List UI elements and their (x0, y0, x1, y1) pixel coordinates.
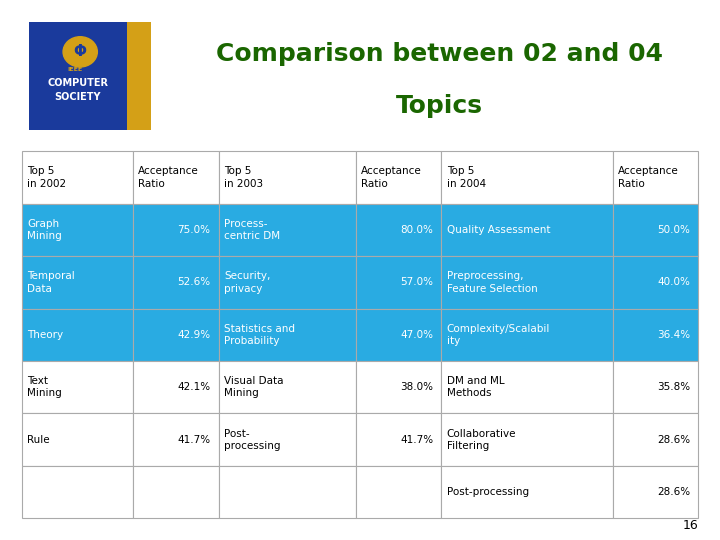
Text: 50.0%: 50.0% (657, 225, 690, 235)
FancyBboxPatch shape (22, 151, 133, 204)
FancyBboxPatch shape (22, 308, 133, 361)
Text: 47.0%: 47.0% (400, 330, 433, 340)
Text: Rule: Rule (27, 435, 50, 445)
Text: Theory: Theory (27, 330, 63, 340)
FancyBboxPatch shape (22, 414, 133, 466)
Text: 16: 16 (683, 519, 698, 532)
Ellipse shape (63, 37, 97, 67)
Text: Statistics and
Probability: Statistics and Probability (224, 323, 295, 346)
Text: IEEE: IEEE (68, 66, 83, 72)
Text: Security,
privacy: Security, privacy (224, 271, 271, 294)
FancyBboxPatch shape (22, 361, 133, 414)
Text: 57.0%: 57.0% (400, 278, 433, 287)
Text: 41.7%: 41.7% (177, 435, 210, 445)
FancyBboxPatch shape (219, 466, 356, 518)
Text: Comparison between 02 and 04: Comparison between 02 and 04 (216, 42, 662, 66)
Text: 42.9%: 42.9% (177, 330, 210, 340)
FancyBboxPatch shape (441, 361, 613, 414)
Text: 35.8%: 35.8% (657, 382, 690, 392)
Text: Quality Assessment: Quality Assessment (447, 225, 550, 235)
FancyBboxPatch shape (219, 256, 356, 308)
Text: DM and ML
Methods: DM and ML Methods (447, 376, 505, 399)
FancyBboxPatch shape (133, 204, 219, 256)
FancyBboxPatch shape (219, 204, 356, 256)
FancyBboxPatch shape (441, 308, 613, 361)
FancyBboxPatch shape (22, 204, 133, 256)
Text: 38.0%: 38.0% (400, 382, 433, 392)
FancyBboxPatch shape (613, 151, 698, 204)
FancyBboxPatch shape (133, 414, 219, 466)
FancyBboxPatch shape (441, 256, 613, 308)
FancyBboxPatch shape (219, 308, 356, 361)
FancyBboxPatch shape (441, 151, 613, 204)
FancyBboxPatch shape (133, 151, 219, 204)
FancyBboxPatch shape (613, 414, 698, 466)
FancyBboxPatch shape (441, 204, 613, 256)
Text: Graph
Mining: Graph Mining (27, 219, 62, 241)
Text: 75.0%: 75.0% (178, 225, 210, 235)
Text: Post-processing: Post-processing (447, 487, 529, 497)
FancyBboxPatch shape (441, 414, 613, 466)
FancyBboxPatch shape (133, 466, 219, 518)
FancyBboxPatch shape (219, 361, 356, 414)
Text: 80.0%: 80.0% (400, 225, 433, 235)
FancyBboxPatch shape (356, 204, 441, 256)
FancyBboxPatch shape (356, 466, 441, 518)
Text: Acceptance
Ratio: Acceptance Ratio (618, 166, 679, 188)
FancyBboxPatch shape (29, 22, 151, 130)
Text: COMPUTER: COMPUTER (48, 78, 108, 88)
Text: 36.4%: 36.4% (657, 330, 690, 340)
FancyBboxPatch shape (219, 151, 356, 204)
FancyBboxPatch shape (441, 466, 613, 518)
Text: Process-
centric DM: Process- centric DM (224, 219, 280, 241)
Text: Temporal
Data: Temporal Data (27, 271, 75, 294)
Text: Preprocessing,
Feature Selection: Preprocessing, Feature Selection (447, 271, 538, 294)
Text: Collaborative
Filtering: Collaborative Filtering (447, 429, 516, 451)
FancyBboxPatch shape (613, 204, 698, 256)
FancyBboxPatch shape (356, 308, 441, 361)
Text: Post-
processing: Post- processing (224, 429, 281, 451)
Text: Acceptance
Ratio: Acceptance Ratio (138, 166, 199, 188)
FancyBboxPatch shape (356, 361, 441, 414)
Text: 28.6%: 28.6% (657, 435, 690, 445)
Text: Top 5
in 2002: Top 5 in 2002 (27, 166, 66, 188)
FancyBboxPatch shape (613, 256, 698, 308)
FancyBboxPatch shape (22, 256, 133, 308)
FancyBboxPatch shape (613, 308, 698, 361)
Text: Top 5
in 2004: Top 5 in 2004 (447, 166, 486, 188)
FancyBboxPatch shape (133, 256, 219, 308)
FancyBboxPatch shape (127, 22, 151, 130)
FancyBboxPatch shape (613, 361, 698, 414)
Text: Acceptance
Ratio: Acceptance Ratio (361, 166, 422, 188)
Text: Φ: Φ (73, 44, 86, 59)
Text: Complexity/Scalabil
ity: Complexity/Scalabil ity (447, 323, 550, 346)
FancyBboxPatch shape (133, 361, 219, 414)
FancyBboxPatch shape (356, 256, 441, 308)
Text: 28.6%: 28.6% (657, 487, 690, 497)
Text: Visual Data
Mining: Visual Data Mining (224, 376, 284, 399)
Text: Top 5
in 2003: Top 5 in 2003 (224, 166, 264, 188)
Text: 52.6%: 52.6% (177, 278, 210, 287)
Text: Text
Mining: Text Mining (27, 376, 62, 399)
FancyBboxPatch shape (613, 466, 698, 518)
FancyBboxPatch shape (356, 414, 441, 466)
Text: Topics: Topics (396, 94, 482, 118)
Text: 41.7%: 41.7% (400, 435, 433, 445)
Text: 40.0%: 40.0% (657, 278, 690, 287)
FancyBboxPatch shape (133, 308, 219, 361)
FancyBboxPatch shape (356, 151, 441, 204)
Text: 42.1%: 42.1% (177, 382, 210, 392)
FancyBboxPatch shape (22, 466, 133, 518)
Text: SOCIETY: SOCIETY (55, 92, 101, 102)
FancyBboxPatch shape (219, 414, 356, 466)
